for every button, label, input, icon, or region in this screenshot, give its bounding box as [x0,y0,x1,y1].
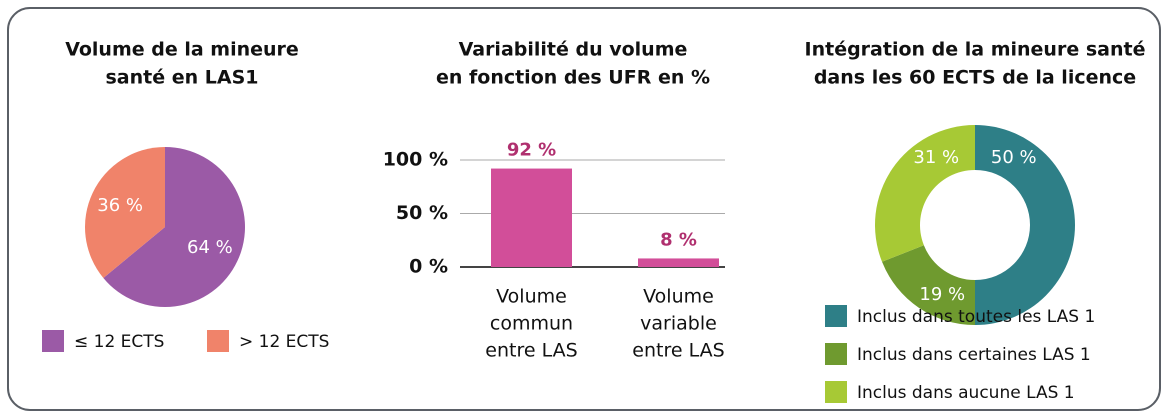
slice [874,125,975,262]
x-tick-label: variable [640,313,717,335]
x-tick-label: Volume [643,286,714,308]
slice [975,125,1075,325]
legend-swatch [825,343,847,365]
value-label: 50 % [991,147,1037,168]
slice [103,147,246,308]
x-tick-label: commun [490,313,573,335]
y-tick-label: 0 % [409,256,448,278]
legend-label: ≤ 12 ECTS [74,332,164,352]
x-tick-label: entre LAS [632,340,724,362]
value-label: 31 % [913,147,959,168]
legend-swatch [42,330,64,352]
value-label: 92 % [507,140,556,161]
value-label: 19 % [919,284,965,305]
y-tick-label: 100 % [383,149,448,171]
bar [491,168,572,267]
chart-title: Variabilité du volume [459,39,688,61]
chart-title: Intégration de la mineure santé [805,39,1146,61]
chart-title: en fonction des UFR en % [436,67,710,89]
chart-title: santé en LAS1 [106,67,259,89]
chart-title: Volume de la mineure [65,39,299,61]
bar [638,258,719,267]
slice [84,147,165,278]
y-tick-label: 50 % [396,202,448,224]
value-label: 64 % [187,237,233,258]
legend-label: Inclus dans certaines LAS 1 [857,345,1091,365]
legend-swatch [207,330,229,352]
legend-label: > 12 ECTS [239,332,329,352]
legend-label: Inclus dans toutes les LAS 1 [857,307,1095,327]
value-label: 36 % [97,195,143,216]
value-label: 8 % [660,229,697,250]
legend-swatch [825,305,847,327]
slice [882,245,975,325]
chart-title: dans les 60 ECTS de la licence [814,67,1136,89]
x-tick-label: Volume [496,286,567,308]
x-tick-label: entre LAS [485,340,577,362]
legend-label: Inclus dans aucune LAS 1 [857,383,1075,403]
legend-swatch [825,381,847,403]
frame [7,7,1161,411]
